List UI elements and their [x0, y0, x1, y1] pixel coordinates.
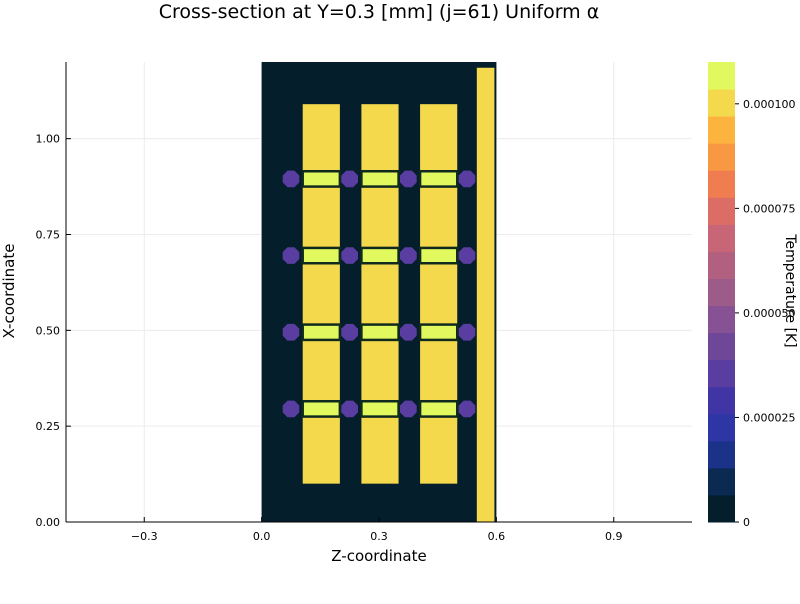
colorbar-tick-label: 0.000025 [743, 411, 796, 424]
colorbar-tick-label: 0.000050 [743, 307, 796, 320]
plot-area: −0.3 0.0 0.3 0.6 0.9 0.00 0.25 0.50 0.75 1.00 [36, 62, 692, 543]
y-tick-label: 0.25 [36, 420, 61, 433]
heatmap-nodes [282, 170, 476, 418]
heatmap-node [458, 323, 476, 341]
heatmap-node [400, 247, 417, 264]
colorbar-band [708, 413, 735, 442]
x-axis-ticks: −0.3 0.0 0.3 0.6 0.9 [131, 517, 623, 543]
chart-title: Cross-section at Y=0.3 [mm] (j=61) Unifo… [159, 1, 600, 23]
heatmap-node [400, 323, 417, 341]
heatmap-block [476, 67, 495, 522]
colorbar-band [708, 143, 735, 171]
heatmap-node [282, 247, 300, 264]
colorbar-band [708, 386, 735, 415]
heatmap-hot-bar [418, 246, 459, 265]
heatmap-block [302, 104, 340, 484]
heatmap-node [341, 170, 358, 188]
colorbar-bands [708, 62, 735, 523]
y-axis-ticks: 0.00 0.25 0.50 0.75 1.00 [36, 133, 71, 529]
colorbar-label: Temperature [K] [782, 233, 798, 347]
y-tick-label: 0.00 [36, 516, 61, 529]
heatmap-hot-bar [360, 246, 400, 265]
heatmap-node [458, 170, 476, 188]
colorbar-tick-label: 0.000100 [743, 98, 796, 111]
heatmap-node [282, 400, 300, 418]
heatmap-node [341, 323, 358, 341]
x-tick-label: 0.0 [253, 530, 271, 543]
heatmap-node [458, 400, 476, 418]
colorbar-band [708, 170, 735, 198]
heatmap-regions [261, 62, 497, 522]
heatmap-hot-bar [301, 170, 342, 188]
heatmap-hot-bar [301, 246, 342, 265]
heatmap-hot-bar [418, 170, 459, 188]
heatmap-hot-bar [418, 323, 459, 342]
colorbar-tick-label: 0 [743, 516, 750, 529]
heatmap-node [341, 247, 358, 264]
colorbar-band [708, 224, 735, 252]
colorbar-band [708, 62, 735, 90]
x-tick-label: 0.3 [370, 530, 388, 543]
heatmap-node [458, 247, 476, 264]
heatmap-hot-bar [360, 400, 400, 418]
colorbar-band [708, 89, 735, 117]
heatmap-node [341, 400, 358, 418]
colorbar-band [708, 494, 735, 523]
heatmap-hot-bar [418, 400, 459, 418]
colorbar-band [708, 251, 735, 279]
heatmap-node [282, 323, 300, 341]
colorbar-band [708, 116, 735, 144]
heatmap-node [400, 170, 417, 188]
heatmap-block [361, 104, 399, 484]
heatmap-node [282, 170, 300, 188]
colorbar-band [708, 440, 735, 469]
colorbar-band [708, 359, 735, 388]
x-tick-label: 0.9 [605, 530, 623, 543]
colorbar-band [708, 467, 735, 496]
colorbar-band [708, 305, 735, 334]
colorbar-band [708, 197, 735, 225]
colorbar-band [708, 332, 735, 361]
y-tick-label: 0.75 [36, 229, 61, 242]
x-tick-label: −0.3 [131, 530, 158, 543]
y-tick-label: 0.50 [36, 324, 61, 337]
y-tick-label: 1.00 [36, 133, 61, 146]
heatmap-hot-bar [360, 323, 400, 342]
x-axis-label: Z-coordinate [331, 547, 426, 565]
colorbar-tick-label: 0.000075 [743, 202, 796, 215]
x-tick-label: 0.6 [488, 530, 506, 543]
colorbar: 0 0.000025 0.000050 0.000075 0.000100 [708, 62, 796, 529]
colorbar-band [708, 278, 735, 307]
heatmap-node [400, 400, 417, 418]
heatmap-hot-bar [360, 170, 400, 188]
heatmap-hot-bar [301, 400, 342, 418]
heatmap-block [420, 104, 458, 484]
heatmap-hot-bar [301, 323, 342, 342]
colorbar-ticks: 0 0.000025 0.000050 0.000075 0.000100 [735, 98, 796, 529]
y-axis-label: X-coordinate [0, 244, 18, 339]
